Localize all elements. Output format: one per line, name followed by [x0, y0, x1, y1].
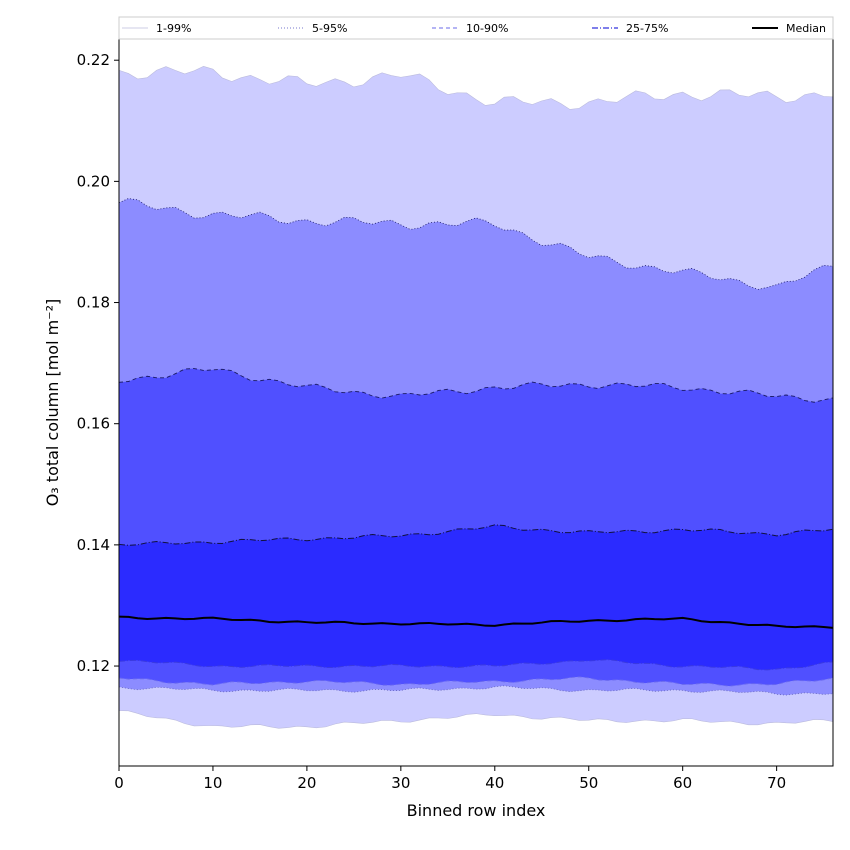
median-line	[118, 615, 834, 629]
percentile-line-75pct	[118, 524, 834, 546]
median-series	[118, 615, 834, 629]
x-tick-label: 10	[203, 774, 222, 792]
y-axis: 0.12 0.14 0.16 0.18 0.20 0.22	[77, 51, 119, 675]
legend-box	[118, 16, 834, 40]
y-tick-label: 0.22	[77, 51, 110, 69]
legend-label: 25-75%	[626, 22, 668, 35]
legend: 1-99% 5-95% 10-90% 25-75% Median	[118, 16, 834, 40]
legend-label: Median	[786, 22, 826, 35]
legend-label: 1-99%	[156, 22, 191, 35]
y-tick-label: 0.18	[77, 294, 110, 312]
percentile-line-25pct	[118, 659, 834, 671]
legend-label: 10-90%	[466, 22, 508, 35]
percentile-line-99pct	[118, 66, 834, 110]
x-axis: 0 10 20 30 40 50 60 70	[114, 766, 786, 792]
y-axis-label: O₃ total column [mol m⁻²]	[43, 299, 62, 507]
x-tick-label: 50	[579, 774, 598, 792]
band-25-75	[119, 524, 833, 670]
x-tick-label: 60	[673, 774, 692, 792]
percentile-line-10pct	[118, 676, 834, 687]
x-tick-label: 30	[391, 774, 410, 792]
y-tick-label: 0.20	[77, 172, 110, 190]
percentile-bands	[118, 66, 834, 729]
percentile-line-1pct	[118, 710, 834, 729]
x-tick-label: 20	[297, 774, 316, 792]
y-tick-label: 0.12	[77, 657, 110, 675]
x-tick-label: 70	[767, 774, 786, 792]
legend-label: 5-95%	[312, 22, 347, 35]
x-tick-label: 40	[485, 774, 504, 792]
x-axis-label: Binned row index	[407, 801, 546, 820]
x-tick-label: 0	[114, 774, 124, 792]
y-tick-label: 0.16	[77, 415, 110, 433]
y-tick-label: 0.14	[77, 536, 110, 554]
